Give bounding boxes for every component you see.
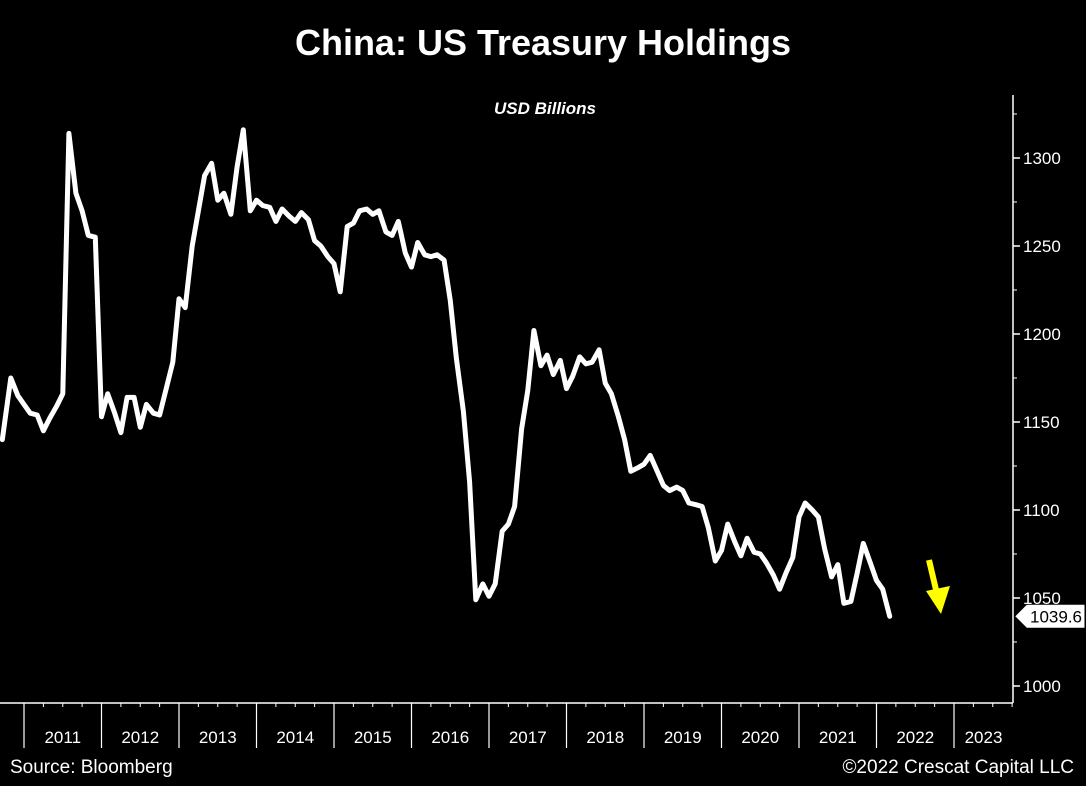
last-value-callout: 1039.6	[1015, 604, 1085, 628]
down-arrow-icon	[926, 559, 950, 614]
x-tick-label: 2018	[586, 728, 624, 747]
x-tick-label: 2017	[509, 728, 547, 747]
down-arrow-head	[926, 586, 950, 614]
x-tick-label: 2015	[354, 728, 392, 747]
y-tick-label: 1150	[1023, 413, 1060, 432]
last-value-label: 1039.6	[1030, 607, 1082, 626]
x-tick-label: 2021	[819, 728, 857, 747]
y-tick-label: 1300	[1023, 149, 1061, 168]
copyright-note: ©2022 Crescat Capital LLC	[842, 757, 1074, 778]
x-tick-label: 2019	[664, 728, 702, 747]
page-title: China: US Treasury Holdings	[294, 22, 792, 63]
x-tick-label: 2022	[896, 728, 934, 747]
x-tick-label: 2012	[121, 728, 159, 747]
x-tick-label: 2023	[965, 728, 1003, 747]
y-tick-label: 1100	[1023, 501, 1060, 520]
y-tick-label: 1050	[1023, 589, 1061, 608]
y-tick-label: 1000	[1023, 677, 1061, 696]
chart-subtitle: USD Billions	[494, 99, 596, 118]
y-tick-label: 1250	[1023, 237, 1061, 256]
x-tick-label: 2011	[44, 728, 81, 747]
x-tick-label: 2016	[431, 728, 469, 747]
series-line	[0, 127, 893, 619]
x-tick-label: 2020	[741, 728, 779, 747]
y-tick-label: 1200	[1023, 325, 1061, 344]
x-tick-label: 2013	[199, 728, 237, 747]
source-note: Source: Bloomberg	[10, 757, 173, 778]
down-arrow-shaft	[926, 559, 940, 595]
x-tick-label: 2014	[276, 728, 314, 747]
last-value-box	[1015, 604, 1085, 628]
